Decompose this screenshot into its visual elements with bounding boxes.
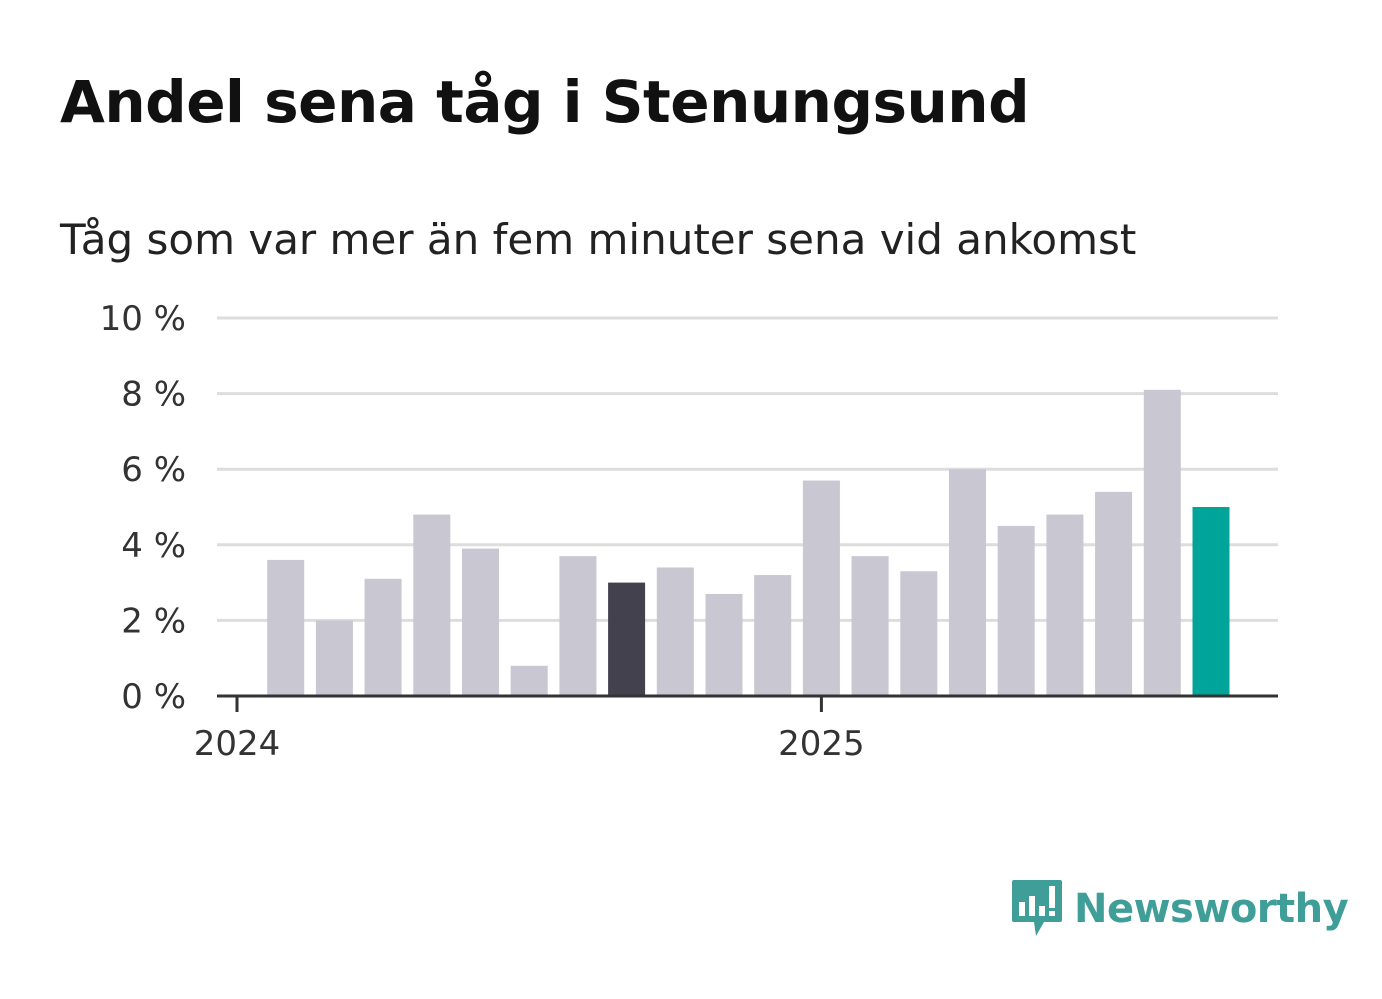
x-axis: 2024 2025 xyxy=(194,694,1278,764)
y-tick-label: 0 % xyxy=(121,677,186,717)
chart-subtitle: Tåg som var mer än fem minuter sena vid … xyxy=(60,215,1137,264)
newsworthy-logo-icon xyxy=(1012,880,1062,936)
bar-chart: 0 % 2 % 4 % 6 % 8 % 10 % 2024 2025 xyxy=(100,299,1278,764)
bar xyxy=(510,665,548,696)
y-axis-labels: 0 % 2 % 4 % 6 % 8 % 10 % xyxy=(100,299,186,717)
bar xyxy=(1192,507,1230,696)
bar xyxy=(851,556,889,696)
y-tick-label: 10 % xyxy=(100,299,186,339)
x-tick-label: 2024 xyxy=(194,724,281,764)
chart-title: Andel sena tåg i Stenungsund xyxy=(60,68,1030,136)
newsworthy-logo: Newsworthy xyxy=(1010,878,1349,940)
y-tick-label: 6 % xyxy=(121,450,186,490)
y-tick-label: 8 % xyxy=(121,375,186,415)
brand-name: Newsworthy xyxy=(1074,886,1349,932)
bar xyxy=(754,575,792,696)
bar xyxy=(1095,491,1133,696)
bars xyxy=(267,389,1230,696)
bar xyxy=(413,514,451,696)
bar xyxy=(559,556,597,696)
bar xyxy=(656,567,694,696)
bar xyxy=(997,525,1035,696)
bar xyxy=(462,548,499,696)
bar xyxy=(1143,389,1181,696)
bar xyxy=(802,480,840,696)
bar xyxy=(949,469,986,696)
bar xyxy=(705,593,743,696)
bar xyxy=(315,620,353,696)
y-tick-label: 4 % xyxy=(121,526,186,566)
bar xyxy=(267,559,305,696)
bar xyxy=(608,582,646,696)
bar xyxy=(1046,514,1084,696)
x-tick-label: 2025 xyxy=(778,724,865,764)
bar xyxy=(364,578,402,696)
y-tick-label: 2 % xyxy=(121,601,186,641)
bar xyxy=(900,571,938,696)
